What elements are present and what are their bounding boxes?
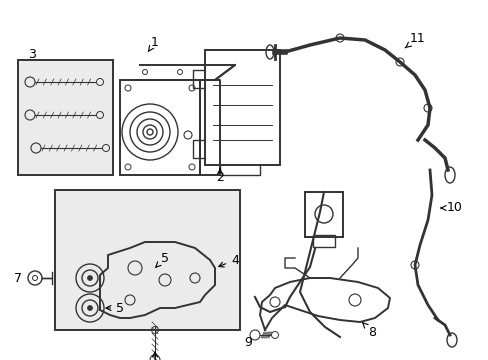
Text: 10: 10 (440, 202, 462, 215)
Text: 9: 9 (244, 336, 251, 348)
Text: 5: 5 (156, 252, 169, 267)
Bar (55, 190, 240, 330)
Text: 3: 3 (28, 49, 36, 62)
Bar (312, 235, 334, 247)
Text: 4: 4 (218, 253, 239, 267)
Text: 5: 5 (106, 301, 124, 315)
Bar (18, 60, 113, 175)
Bar (120, 80, 200, 175)
Text: 2: 2 (216, 168, 224, 184)
Ellipse shape (87, 275, 92, 280)
Text: 7: 7 (14, 271, 22, 284)
Bar (305, 192, 342, 237)
Text: 1: 1 (148, 36, 159, 51)
Text: 11: 11 (405, 31, 425, 48)
Text: 8: 8 (362, 323, 375, 338)
Ellipse shape (87, 306, 92, 310)
Text: 6: 6 (151, 352, 159, 360)
Bar (204, 50, 280, 165)
